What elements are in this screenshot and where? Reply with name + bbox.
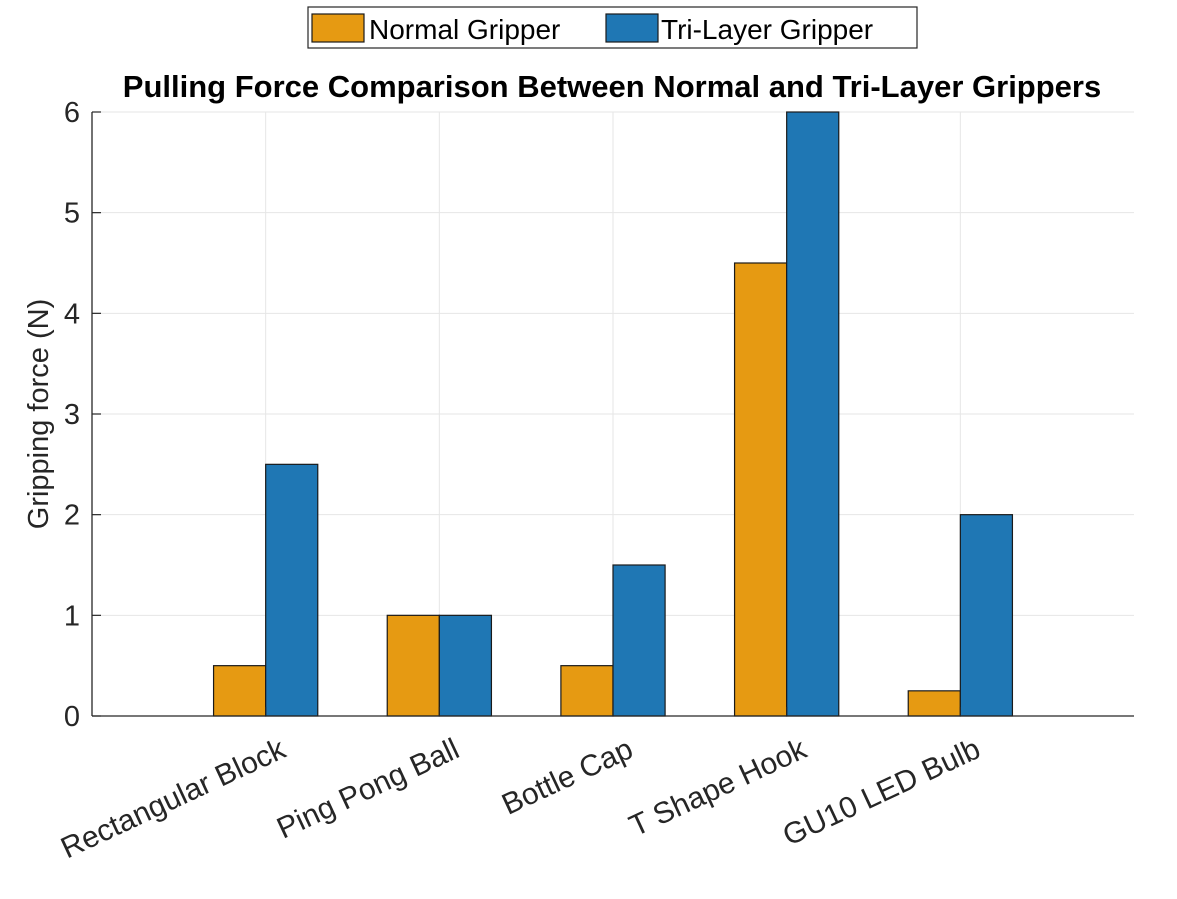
bar-tri-layer-3 — [786, 111, 840, 717]
legend-label-tri-layer: Tri-Layer Gripper — [661, 14, 873, 45]
y-tick-label: 3 — [64, 399, 80, 431]
x-tick-label: GU10 LED Bulb — [778, 732, 985, 852]
x-tick-label: Bottle Cap — [497, 732, 638, 821]
y-tick-labels: 0 1 2 3 4 5 6 — [64, 97, 80, 733]
bar-normal-3 — [733, 262, 788, 717]
axes — [91, 111, 1134, 717]
bar-normal-1 — [386, 614, 440, 717]
x-tick-label: Ping Pong Ball — [272, 732, 464, 845]
bar-tri-layer-1 — [438, 614, 493, 717]
chart-title: Pulling Force Comparison Between Normal … — [123, 69, 1101, 104]
x-tick-label: Rectangular Block — [56, 732, 291, 865]
bars — [212, 111, 1014, 717]
y-tick-label: 0 — [64, 701, 80, 733]
bar-tri-layer-2 — [612, 564, 666, 717]
y-tick-label: 2 — [64, 500, 80, 532]
legend-swatch-normal — [311, 13, 365, 43]
y-tick-label: 1 — [64, 600, 80, 632]
y-axis-label: Gripping force (N) — [23, 299, 55, 529]
bar-normal-4 — [907, 690, 961, 717]
legend-label-normal: Normal Gripper — [369, 14, 560, 45]
y-tick-label: 4 — [64, 298, 80, 330]
bar-normal-0 — [212, 665, 267, 717]
bar-normal-2 — [560, 665, 614, 717]
bar-tri-layer-0 — [265, 463, 319, 717]
bar-tri-layer-4 — [959, 514, 1014, 717]
y-tick-label: 6 — [64, 97, 80, 129]
legend-swatch-tri-layer — [605, 13, 659, 43]
y-tick-label: 5 — [64, 198, 80, 230]
legend: Normal Gripper Tri-Layer Gripper — [307, 6, 918, 49]
